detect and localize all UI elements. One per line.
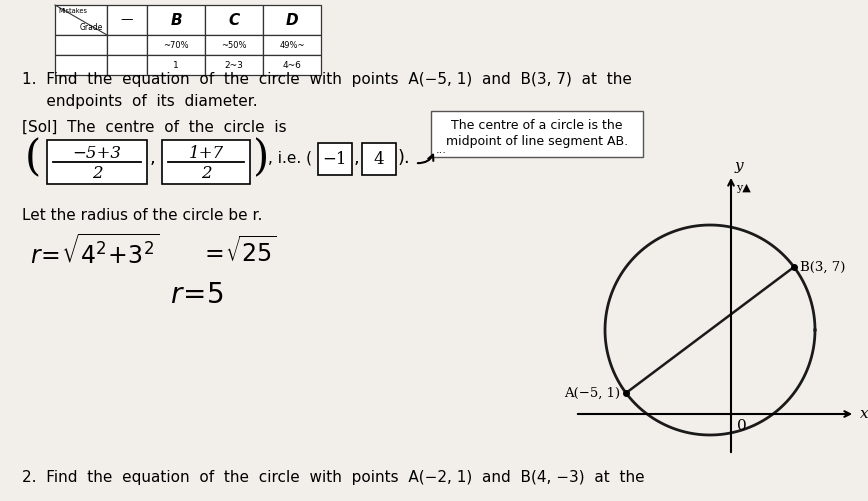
FancyBboxPatch shape <box>431 111 643 157</box>
Text: 4: 4 <box>374 150 385 167</box>
Text: $=\!\sqrt{25}$: $=\!\sqrt{25}$ <box>200 237 277 267</box>
Bar <box>205 55 263 75</box>
Bar <box>55 55 107 75</box>
Text: 2~3: 2~3 <box>225 61 243 70</box>
Text: 2: 2 <box>201 164 211 181</box>
Bar <box>318 143 352 175</box>
Text: A(−5, 1): A(−5, 1) <box>564 386 620 399</box>
Text: 1: 1 <box>173 61 179 70</box>
Bar <box>263 35 321 55</box>
Bar <box>55 35 107 55</box>
Bar <box>147 55 205 75</box>
Text: ...: ... <box>436 145 447 155</box>
Text: ~70%: ~70% <box>163 41 189 50</box>
Bar <box>263 5 321 35</box>
Text: $r\!=\!\sqrt{4^2\!+\!3^2}$: $r\!=\!\sqrt{4^2\!+\!3^2}$ <box>30 234 160 270</box>
Text: , i.e. (: , i.e. ( <box>268 150 312 165</box>
Text: $r\!=\!5$: $r\!=\!5$ <box>170 281 224 309</box>
Text: −1: −1 <box>323 150 347 167</box>
Text: ,: , <box>354 149 359 167</box>
Text: y▲: y▲ <box>736 183 751 193</box>
Text: 2.  Find  the  equation  of  the  circle  with  points  A(−2, 1)  and  B(4, −3) : 2. Find the equation of the circle with … <box>22 470 645 485</box>
Bar <box>205 35 263 55</box>
Text: (: ( <box>25 137 42 179</box>
Text: 1+7: 1+7 <box>188 144 224 161</box>
Text: ).: ). <box>398 149 411 167</box>
Bar <box>205 5 263 35</box>
Bar <box>107 5 147 35</box>
Bar <box>55 5 107 35</box>
Text: y: y <box>734 159 743 173</box>
Text: ): ) <box>253 137 269 179</box>
Text: 0: 0 <box>737 419 746 433</box>
Bar <box>107 35 147 55</box>
Text: —: — <box>121 14 134 27</box>
Text: [Sol]  The  centre  of  the  circle  is: [Sol] The centre of the circle is <box>22 120 286 135</box>
Text: endpoints  of  its  diameter.: endpoints of its diameter. <box>22 94 258 109</box>
Text: midpoint of line segment AB.: midpoint of line segment AB. <box>446 135 628 148</box>
Bar <box>162 140 250 184</box>
Text: 2: 2 <box>92 164 102 181</box>
Text: ,: , <box>150 149 155 167</box>
Bar <box>147 35 205 55</box>
Text: D: D <box>286 13 299 28</box>
Bar <box>107 55 147 75</box>
Text: 1.  Find  the  equation  of  the  circle  with  points  A(−5, 1)  and  B(3, 7)  : 1. Find the equation of the circle with … <box>22 72 632 87</box>
Text: 4~6: 4~6 <box>283 61 301 70</box>
Text: Grade: Grade <box>80 23 103 32</box>
Text: C: C <box>228 13 240 28</box>
Bar <box>263 55 321 75</box>
Bar <box>147 5 205 35</box>
Text: B(3, 7): B(3, 7) <box>800 261 845 274</box>
Text: Let the radius of the circle be r.: Let the radius of the circle be r. <box>22 208 262 223</box>
Text: B: B <box>170 13 181 28</box>
Text: −5+3: −5+3 <box>73 144 122 161</box>
Text: Mistakes: Mistakes <box>58 8 87 14</box>
Text: 49%~: 49%~ <box>279 41 305 50</box>
Text: The centre of a circle is the: The centre of a circle is the <box>451 119 622 131</box>
Text: x: x <box>860 407 868 421</box>
Text: ~50%: ~50% <box>221 41 247 50</box>
Bar <box>362 143 396 175</box>
Bar <box>47 140 147 184</box>
